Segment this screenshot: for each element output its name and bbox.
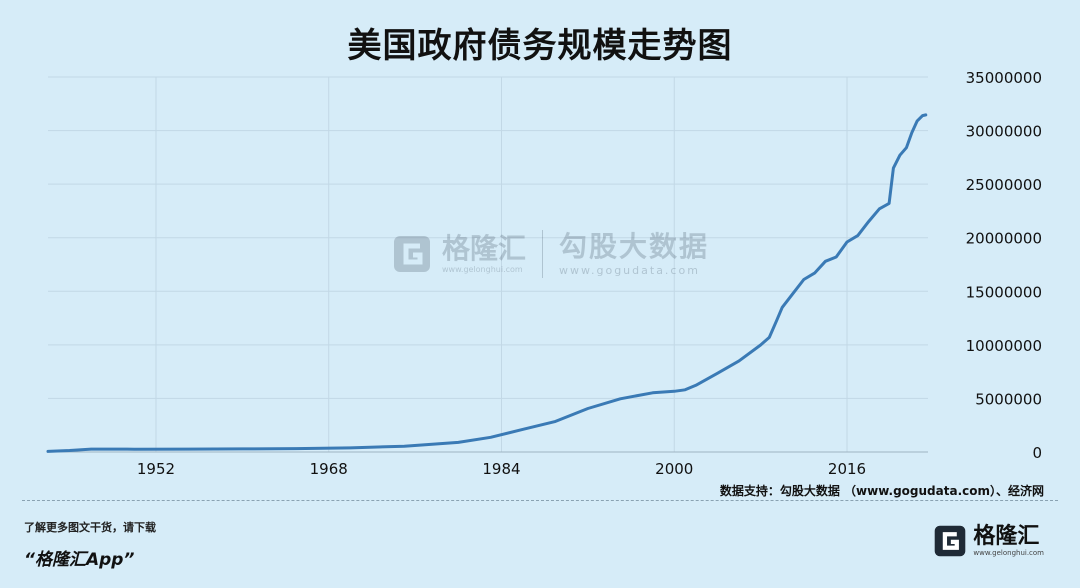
logo-name: 格隆汇 bbox=[973, 523, 1040, 549]
app-name: “格隆汇App” bbox=[24, 550, 135, 570]
y-tick-label: 20000000 bbox=[966, 230, 1042, 248]
watermark-brand-site: www.gelonghui.com bbox=[442, 264, 523, 274]
watermark: 格隆汇 www.gelonghui.com 勾股大数据 www.gogudata… bbox=[392, 230, 709, 278]
axis-layer: 0 5000000 10000000 15000000 20000000 25000000… bbox=[48, 69, 1042, 478]
x-tick-label: 1968 bbox=[310, 460, 348, 478]
promo-text: 了解更多图文干货，请下载 bbox=[24, 521, 156, 534]
y-tick-label: 25000000 bbox=[966, 176, 1042, 194]
y-tick-label: 10000000 bbox=[966, 337, 1042, 355]
brand-logo: 格隆汇 www.gelonghui.com bbox=[933, 524, 1044, 558]
x-tick-label: 1952 bbox=[137, 460, 175, 478]
x-tick-label: 2000 bbox=[655, 460, 693, 478]
y-tick-label: 5000000 bbox=[975, 390, 1042, 408]
y-tick-label: 35000000 bbox=[966, 69, 1042, 87]
y-tick-label: 30000000 bbox=[966, 123, 1042, 141]
watermark-data-brand: 勾股大数据 bbox=[559, 229, 710, 263]
chart-title: 美国政府债务规模走势图 bbox=[347, 26, 733, 66]
series-line bbox=[46, 113, 928, 453]
y-tick-label: 15000000 bbox=[966, 283, 1042, 301]
y-tick-label: 0 bbox=[1032, 444, 1042, 462]
watermark-data-site: www.gogudata.com bbox=[559, 263, 700, 277]
x-tick-label: 2016 bbox=[828, 460, 866, 478]
g-logo-icon bbox=[935, 525, 966, 557]
footer-divider bbox=[22, 500, 1058, 501]
data-source: 数据支持：勾股大数据 （www.gogudata.com）、经济网 bbox=[719, 484, 1044, 498]
x-tick-label: 1984 bbox=[482, 460, 520, 478]
debt-line-chart: 0 5000000 10000000 15000000 20000000 25000000… bbox=[46, 69, 1042, 478]
watermark-brand: 格隆汇 bbox=[442, 231, 527, 265]
g-logo-icon bbox=[394, 236, 430, 272]
grid-layer bbox=[48, 76, 928, 453]
series-layer bbox=[46, 113, 928, 453]
watermark-separator bbox=[542, 230, 544, 278]
logo-site: www.gelonghui.com bbox=[973, 548, 1044, 557]
